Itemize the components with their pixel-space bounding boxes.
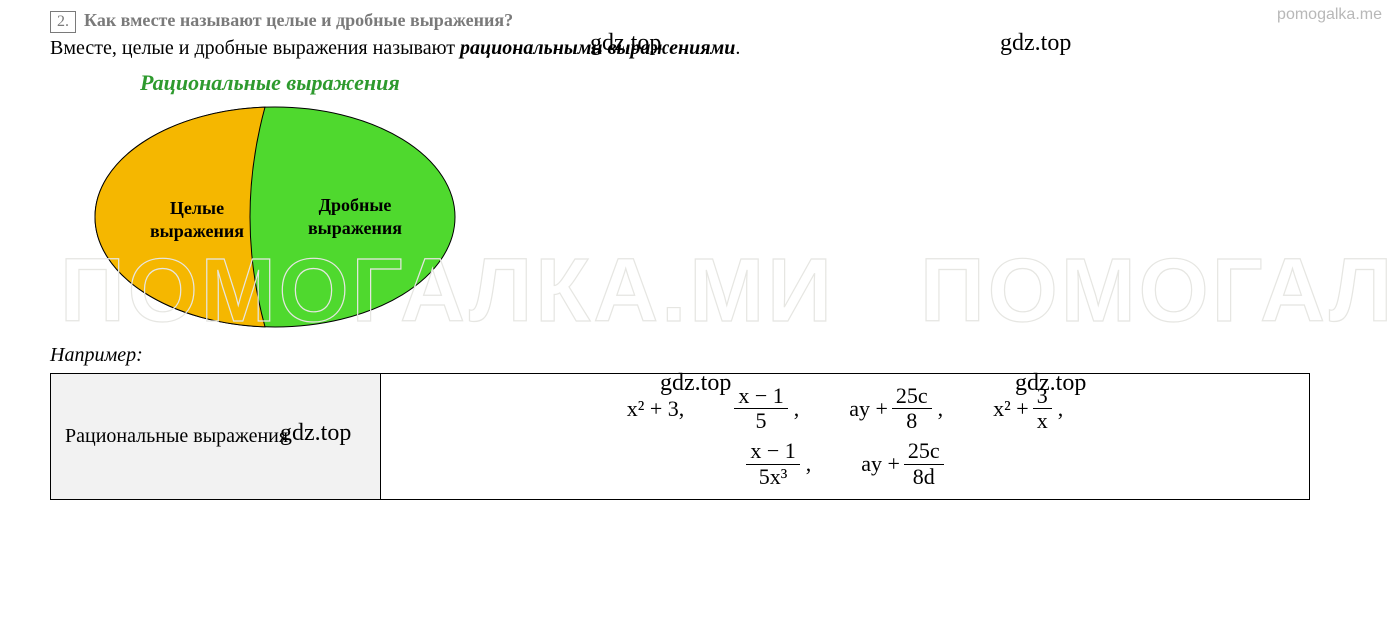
expr-3-before: ay + xyxy=(849,396,888,422)
expr-5: x − 1 5x³ , xyxy=(746,439,811,488)
expr-3-frac: 25c 8 xyxy=(892,384,932,433)
ellipse-left-label: Целые выражения xyxy=(142,197,252,244)
expr-5-frac: x − 1 5x³ xyxy=(746,439,799,488)
expression-row-2: x − 1 5x³ , ay + 25c 8d xyxy=(746,439,943,488)
answer-emphasis: рациональными выражениями xyxy=(460,37,735,59)
expr-4-after: , xyxy=(1058,396,1064,422)
expr-2: x − 1 5 , xyxy=(734,384,799,433)
expr-3-num: 25c xyxy=(892,384,932,409)
question-text: Как вместе называют целые и дробные выра… xyxy=(84,10,513,31)
expr-6: ay + 25c 8d xyxy=(861,439,943,488)
answer-suffix: . xyxy=(735,37,740,59)
expr-4: x² + 3 x , xyxy=(993,384,1063,433)
expr-5-num: x − 1 xyxy=(746,439,799,464)
expr-5-after: , xyxy=(806,451,812,477)
question-number: 2. xyxy=(50,11,76,33)
expr-6-before: ay + xyxy=(861,451,900,477)
ellipse-right-label: Дробные выражения xyxy=(295,194,415,241)
examples-table: Рациональные выражения x² + 3, x − 1 5 ,… xyxy=(50,373,1310,500)
answer-text: Вместе, целые и дробные выражения называ… xyxy=(50,37,1350,60)
expr-2-num: x − 1 xyxy=(734,384,787,409)
answer-prefix: Вместе, целые и дробные выражения называ… xyxy=(50,37,460,59)
right-label-line2: выражения xyxy=(308,218,402,238)
expr-6-num: 25c xyxy=(904,439,944,464)
example-label: Например: xyxy=(50,344,1350,367)
question-row: 2. Как вместе называют целые и дробные в… xyxy=(50,10,1350,33)
expr-3-after: , xyxy=(938,396,944,422)
expr-4-frac: 3 x xyxy=(1033,384,1052,433)
expr-3-den: 8 xyxy=(902,409,921,433)
left-label-line1: Целые xyxy=(170,198,224,218)
expr-4-num: 3 xyxy=(1033,384,1052,409)
diagram-title: Рациональные выражения xyxy=(140,70,1350,96)
table-expressions-cell: x² + 3, x − 1 5 , ay + 25c 8 , x² + 3 xyxy=(381,374,1309,499)
expr-6-den: 8d xyxy=(909,465,939,489)
expr-2-den: 5 xyxy=(752,409,771,433)
left-label-line2: выражения xyxy=(150,221,244,241)
expr-3: ay + 25c 8 , xyxy=(849,384,943,433)
expr-4-den: x xyxy=(1033,409,1052,433)
expr-5-den: 5x³ xyxy=(755,465,792,489)
expr-2-after: , xyxy=(794,396,800,422)
expr-2-frac: x − 1 5 xyxy=(734,384,787,433)
right-label-line1: Дробные xyxy=(319,195,392,215)
table-header-cell: Рациональные выражения xyxy=(51,374,381,499)
venn-diagram: Целые выражения Дробные выражения xyxy=(90,102,460,332)
outline-watermark: ПОМОГАЛКА.МИ xyxy=(920,240,1400,343)
expr-4-before: x² + xyxy=(993,396,1029,422)
expression-row-1: x² + 3, x − 1 5 , ay + 25c 8 , x² + 3 xyxy=(627,384,1063,433)
site-watermark: pomogalka.me xyxy=(1277,6,1382,24)
expr-6-frac: 25c 8d xyxy=(904,439,944,488)
expr-1-plain: x² + 3, xyxy=(627,396,685,422)
expr-1: x² + 3, xyxy=(627,396,685,422)
